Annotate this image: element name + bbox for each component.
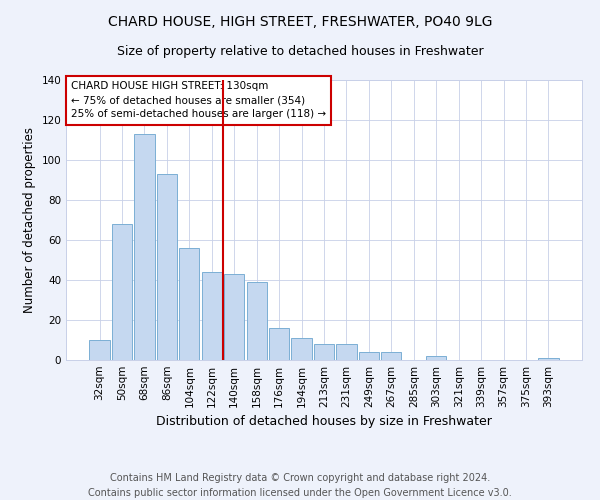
Bar	[179, 248, 199, 360]
Text: Contains HM Land Registry data © Crown copyright and database right 2024.
Contai: Contains HM Land Registry data © Crown c…	[88, 472, 512, 498]
Bar	[314, 344, 334, 360]
Bar	[247, 282, 267, 360]
Bar	[359, 352, 379, 360]
Bar	[426, 356, 446, 360]
Bar	[337, 344, 356, 360]
X-axis label: Distribution of detached houses by size in Freshwater: Distribution of detached houses by size …	[156, 416, 492, 428]
Bar	[134, 134, 155, 360]
Text: CHARD HOUSE, HIGH STREET, FRESHWATER, PO40 9LG: CHARD HOUSE, HIGH STREET, FRESHWATER, PO…	[108, 15, 492, 29]
Bar	[538, 358, 559, 360]
Bar	[112, 224, 132, 360]
Bar	[202, 272, 222, 360]
Bar	[89, 340, 110, 360]
Text: Size of property relative to detached houses in Freshwater: Size of property relative to detached ho…	[116, 45, 484, 58]
Bar	[269, 328, 289, 360]
Bar	[292, 338, 311, 360]
Bar	[381, 352, 401, 360]
Bar	[157, 174, 177, 360]
Text: CHARD HOUSE HIGH STREET: 130sqm
← 75% of detached houses are smaller (354)
25% o: CHARD HOUSE HIGH STREET: 130sqm ← 75% of…	[71, 82, 326, 120]
Y-axis label: Number of detached properties: Number of detached properties	[23, 127, 36, 313]
Bar	[224, 274, 244, 360]
